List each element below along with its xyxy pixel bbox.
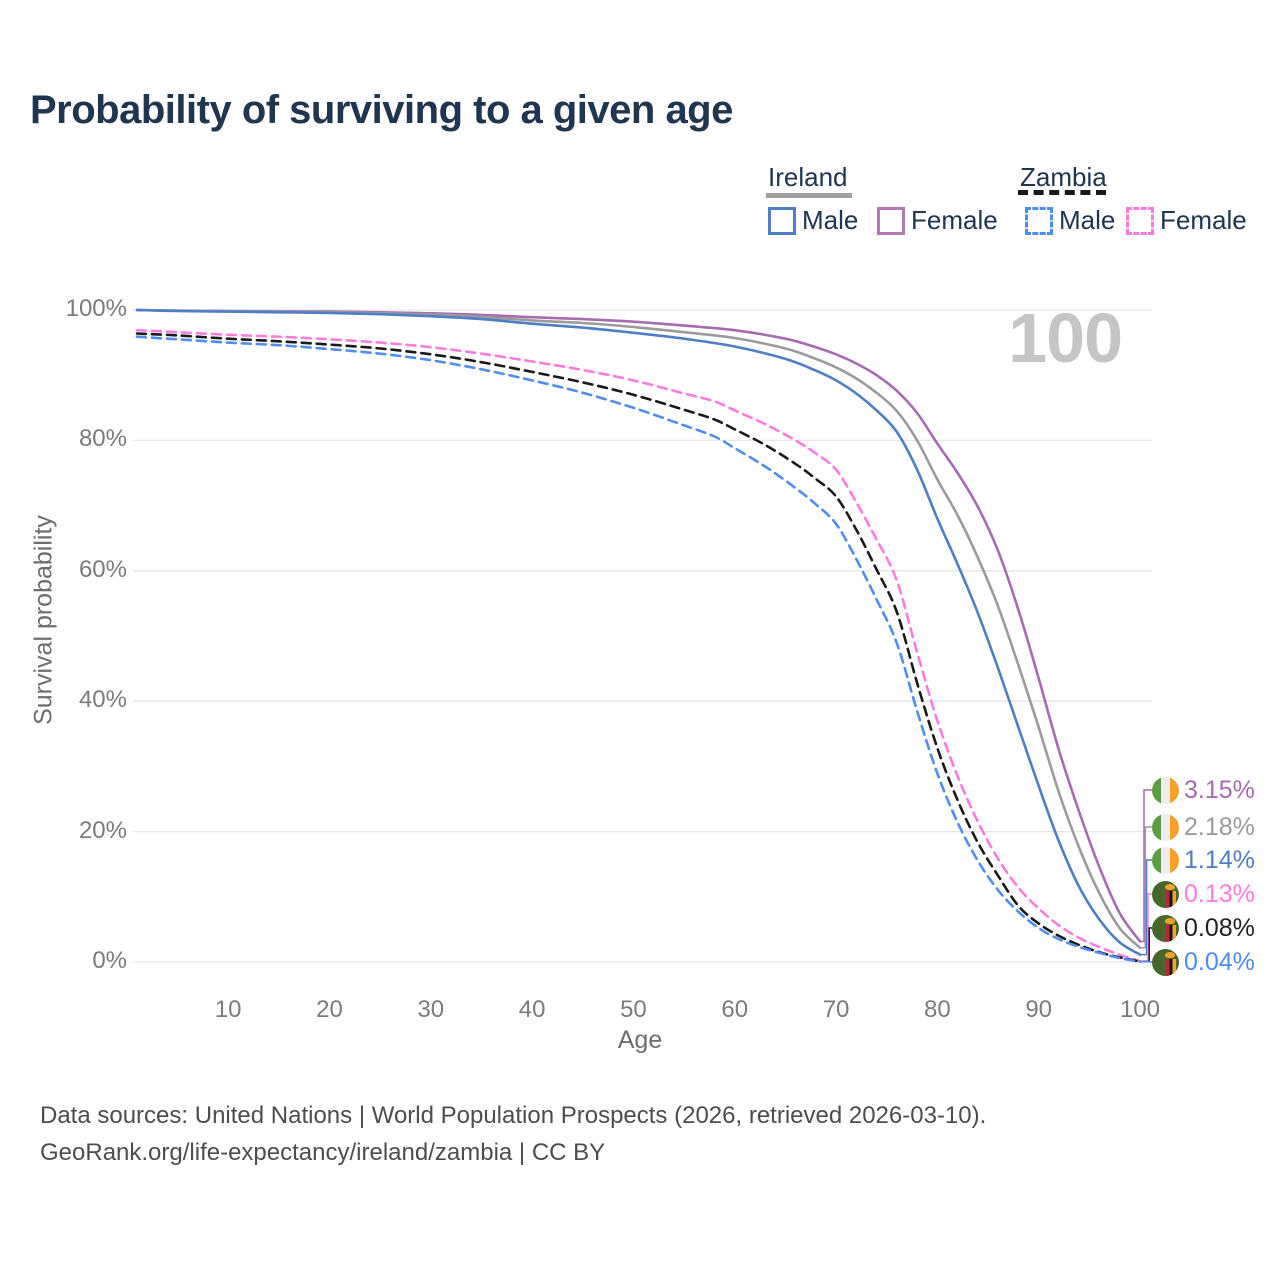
y-tick-label: 20%	[78, 816, 127, 844]
legend-ireland-line-swatch	[766, 193, 852, 198]
legend-item-ireland-female[interactable]: Female	[877, 205, 998, 236]
y-tick-label: 100%	[65, 295, 127, 322]
ireland-flag-icon	[1152, 847, 1179, 874]
end-value: 0.04%	[1184, 948, 1255, 976]
y-tick-label: 60%	[78, 555, 127, 583]
zambia-flag-eagle	[1165, 952, 1175, 958]
ireland-flag-icon	[1152, 777, 1179, 804]
y-tick-label: 80%	[78, 425, 127, 453]
age-watermark: 100	[1008, 299, 1123, 377]
series-curve-ireland-both-sexes[interactable]	[135, 308, 1142, 950]
series-curve-ireland-male[interactable]	[135, 308, 1142, 956]
zambia-flag-icon	[1152, 881, 1179, 908]
page-title: Probability of surviving to a given age	[30, 88, 733, 132]
legend-group-ireland[interactable]: Ireland	[768, 162, 848, 192]
ireland-flag-icon	[1152, 814, 1179, 841]
legend-item-zambia-female[interactable]: Female	[1126, 205, 1247, 236]
series-end-label[interactable]: 0.13%	[1152, 880, 1255, 909]
zambia-flag-stripes	[1166, 959, 1176, 976]
x-tick-label: 80	[924, 996, 951, 1023]
x-tick-label: 40	[518, 996, 546, 1023]
y-tick-label: 40%	[78, 686, 127, 714]
end-value: 1.14%	[1184, 846, 1255, 874]
y-tick-label: 0%	[92, 947, 127, 974]
zambia-flag-stripes	[1166, 891, 1176, 908]
series-end-label[interactable]: 1.14%	[1152, 846, 1255, 875]
x-tick-label: 50	[620, 996, 647, 1023]
zambia-male-swatch-icon	[1025, 206, 1053, 235]
x-tick-label: 10	[214, 996, 242, 1023]
legend-item-label: Female	[1160, 205, 1247, 235]
zambia-flag-eagle	[1165, 884, 1175, 890]
end-value: 2.18%	[1184, 813, 1255, 841]
series-end-label[interactable]: 2.18%	[1152, 813, 1255, 842]
end-value: 0.08%	[1184, 914, 1255, 942]
zambia-flag-eagle	[1165, 918, 1175, 924]
end-label-connector	[1140, 859, 1152, 956]
legend-item-label: Male	[1059, 205, 1116, 235]
legend-group-zambia[interactable]: Zambia	[1020, 162, 1107, 192]
ireland-female-swatch-icon	[877, 206, 905, 235]
x-tick-label: 100	[1119, 996, 1161, 1023]
zambia-female-swatch-icon	[1126, 206, 1154, 235]
legend-item-label: Female	[911, 205, 998, 235]
x-tick-label: 90	[1025, 996, 1053, 1023]
zambia-flag-stripes	[1166, 925, 1176, 942]
legend-item-zambia-male[interactable]: Male	[1025, 205, 1115, 236]
x-tick-label: 20	[316, 996, 343, 1023]
series-end-label[interactable]: 3.15%	[1152, 776, 1255, 805]
end-value: 3.15%	[1184, 776, 1255, 804]
series-curve-zambia-male[interactable]	[135, 335, 1142, 963]
series-end-label[interactable]: 0.04%	[1152, 948, 1255, 977]
zambia-flag-icon	[1152, 949, 1179, 976]
zambia-flag-icon	[1152, 915, 1179, 942]
attribution-line: GeoRank.org/life-expectancy/ireland/zamb…	[40, 1139, 606, 1166]
data-source-line: Data sources: United Nations | World Pop…	[40, 1102, 987, 1129]
series-end-label[interactable]: 0.08%	[1152, 914, 1255, 943]
end-value: 0.13%	[1184, 880, 1255, 908]
legend-item-ireland-male[interactable]: Male	[768, 205, 858, 236]
x-tick-label: 70	[822, 996, 850, 1023]
x-axis-title: Age	[617, 1026, 663, 1054]
series-curve-zambia-female[interactable]	[135, 328, 1142, 963]
legend-item-label: Male	[802, 205, 859, 235]
end-label-connector	[1140, 789, 1152, 943]
legend-zambia-line-swatch	[1018, 190, 1106, 195]
x-tick-label: 30	[417, 996, 445, 1023]
end-label-connector	[1140, 826, 1152, 949]
x-tick-label: 60	[721, 996, 749, 1023]
series-curve-zambia-both-sexes[interactable]	[135, 332, 1142, 963]
ireland-male-swatch-icon	[768, 206, 796, 235]
